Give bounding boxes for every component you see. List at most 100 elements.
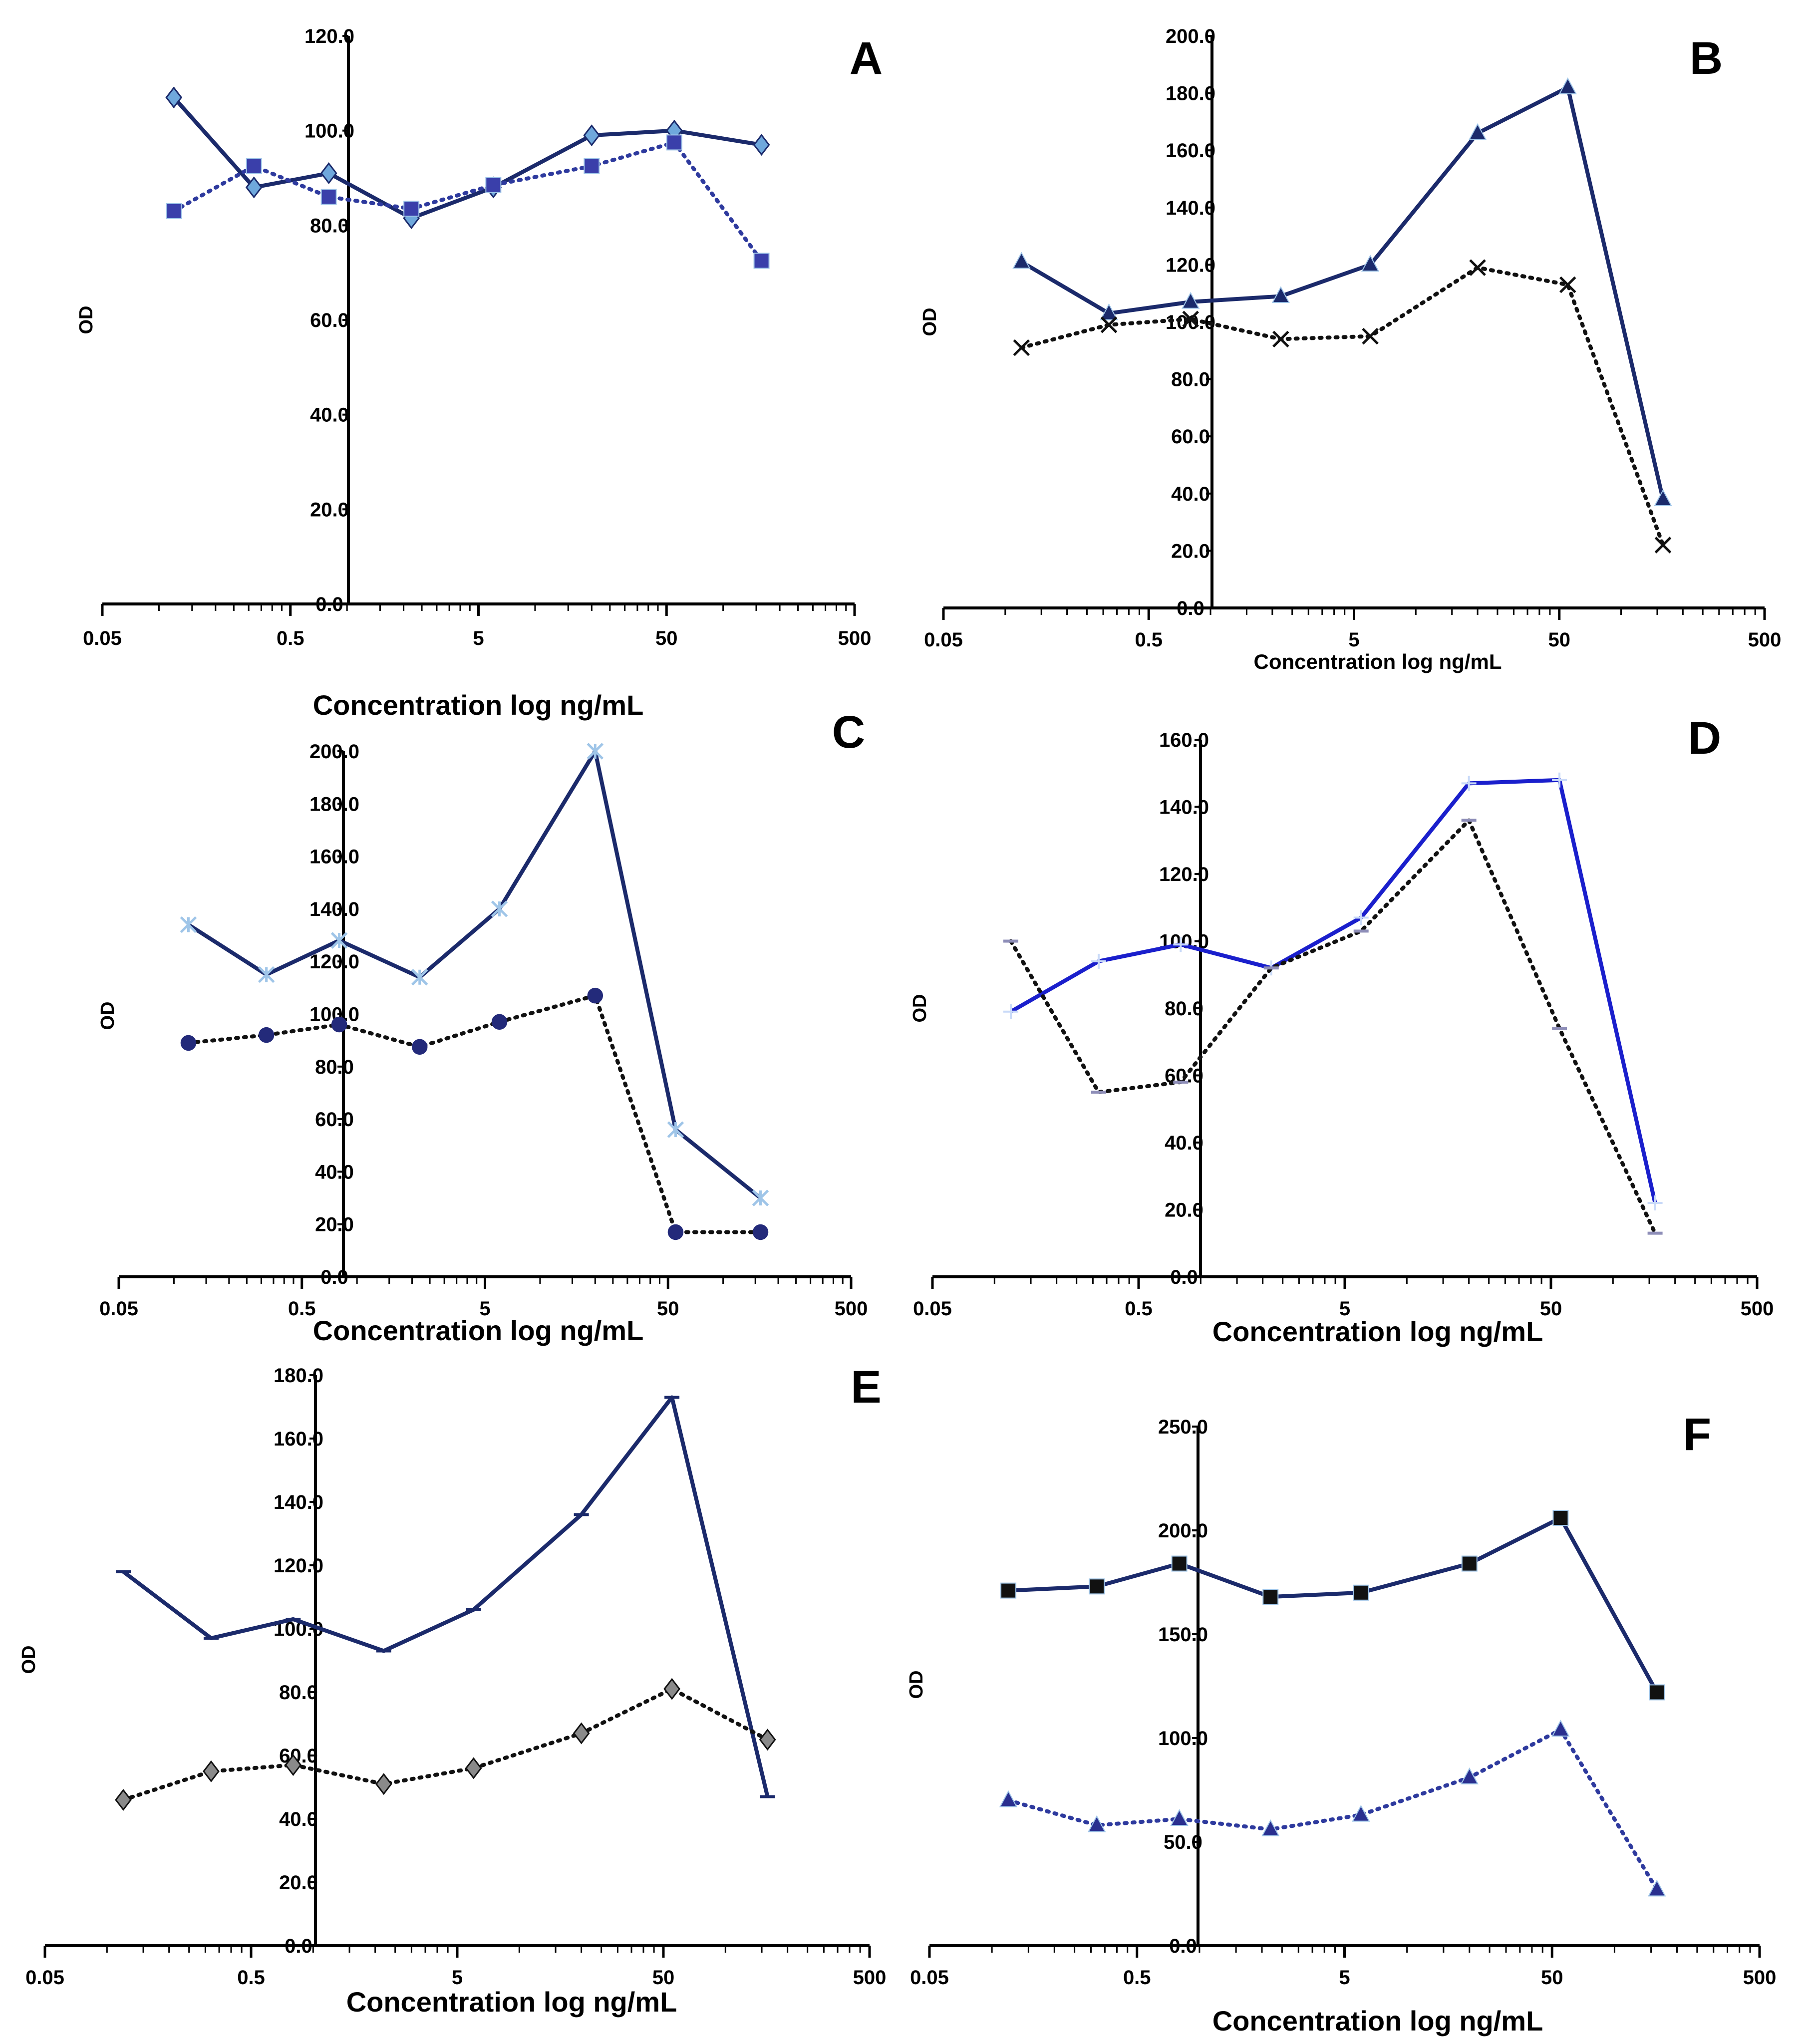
y-tick-label: 20.0 [315,1214,354,1236]
x-tick-label: 50 [652,1967,675,1989]
y-tick-label: 20.0 [1171,540,1210,562]
data-point [1261,1819,1280,1836]
x-axis-label: Concentration log ng/mL [313,689,644,721]
data-point [1654,537,1672,554]
data-point [1353,910,1369,925]
series-line-series-2 [1006,1728,1659,1892]
data-point [667,1121,684,1138]
y-axis-label: OD [97,1002,118,1030]
y-tick-label: 180.0 [309,793,359,815]
data-point [166,203,182,219]
x-axis-label: Concentration log ng/mL [313,1315,644,1346]
x-tick-label: 50 [1548,629,1571,651]
panel-letter: F [1683,1409,1711,1460]
x-tick-label: 5 [1339,1967,1350,1989]
y-tick-label: 0.0 [320,1266,348,1288]
data-point [587,743,604,760]
y-tick-label: 20.0 [279,1872,318,1894]
x-tick-label: 5 [473,627,484,649]
series-line-series-1 [187,749,762,1200]
x-tick-label: 50 [655,627,678,649]
y-tick-label: 50.0 [1164,1831,1203,1853]
y-axis-label: OD [76,306,97,334]
data-point [331,1016,347,1033]
data-point [573,1722,590,1745]
y-tick-label: 80.0 [1171,369,1210,391]
data-point [246,158,262,174]
series-line-series-1 [1020,85,1665,500]
data-point [1262,1589,1279,1605]
data-point [1173,937,1189,952]
y-tick-label: 40.0 [315,1161,354,1183]
x-axis-label: Concentration log ng/mL [1212,2005,1543,2037]
data-point [1649,1684,1665,1701]
data-point [1012,252,1031,269]
series-line-series-1 [1008,1516,1659,1694]
data-point [1100,303,1118,320]
y-tick-label: 0.0 [285,1935,312,1957]
data-point [587,987,603,1004]
y-tick-label: 60.0 [1171,426,1210,448]
data-point [1461,776,1477,791]
data-point [485,177,502,193]
data-point [1003,1004,1019,1019]
data-point [1552,772,1567,788]
data-point [1100,316,1118,333]
chart-panel-f: 0.05 0.5 5 50 500 0.0 50.0 100.0 150.0 200.0 250.0… [906,1409,1776,2037]
chart-panel-d: 0.05 0.5 5 50 5000.020.040.060.080.0100.0120… [909,713,1774,1347]
panel-letter: D [1688,713,1721,764]
x-tick-label: 0.05 [924,629,963,651]
x-axis-label: Concentration log ng/mL [346,1986,677,2018]
data-point [759,1729,776,1751]
data-point [1559,276,1576,293]
panel-letter: E [851,1362,881,1413]
series-line-series-1 [172,96,762,221]
chart-panel-e: 0.05 0.5 5 50 5000.020.040.060.080.0100.0120… [18,1362,886,2018]
y-tick-label: 80.0 [279,1682,318,1704]
data-point [1352,1804,1370,1822]
data-point [999,1790,1018,1807]
y-tick-label: 180.0 [1166,83,1215,105]
data-point [245,176,263,199]
x-tick-label: 0.5 [1135,629,1163,651]
x-tick-label: 500 [838,627,872,649]
y-tick-label: 0.0 [315,593,343,615]
data-point [1272,330,1289,348]
data-point [491,900,508,917]
data-point [1551,1720,1570,1737]
y-tick-label: 200.0 [309,741,359,763]
data-point [1182,292,1200,309]
y-tick-label: 40.0 [1165,1132,1204,1154]
x-tick-label: 0.05 [99,1298,138,1320]
x-tick-label: 0.05 [910,1967,949,1989]
x-tick-label: 50 [657,1298,679,1320]
x-tick-label: 500 [1743,1967,1777,1989]
data-point [465,1757,482,1779]
x-tick-label: 0.05 [913,1298,952,1320]
data-point [320,189,337,205]
y-tick-label: 0.0 [1177,597,1204,619]
data-point [663,1678,680,1700]
y-tick-label: 20.0 [310,499,349,521]
data-point [1648,1879,1666,1897]
y-tick-label: 250.0 [1158,1416,1208,1438]
data-point [752,1224,769,1240]
series-line-series-1 [122,1395,770,1797]
y-tick-label: 60.0 [315,1109,354,1131]
x-tick-label: 5 [1348,629,1359,651]
data-point [180,1035,197,1051]
y-tick-label: 120.0 [304,25,354,47]
chart-panel-b: 0.05 0.5 5 50 500 0.0 20.0 40.0 60.0 80.0 100.0 120… [919,25,1781,673]
y-tick-label: 150.0 [1158,1624,1208,1646]
data-point [258,1027,275,1043]
x-tick-label: 50 [1541,1967,1563,1989]
data-point [375,1773,392,1795]
y-tick-label: 20.0 [1165,1199,1204,1221]
y-tick-label: 140.0 [1159,797,1209,819]
data-point [285,1754,302,1776]
x-tick-label: 0.5 [1125,1298,1153,1320]
data-point [165,86,183,109]
y-tick-label: 0.0 [1170,1266,1198,1288]
data-point [583,124,601,147]
data-point [752,1189,769,1206]
